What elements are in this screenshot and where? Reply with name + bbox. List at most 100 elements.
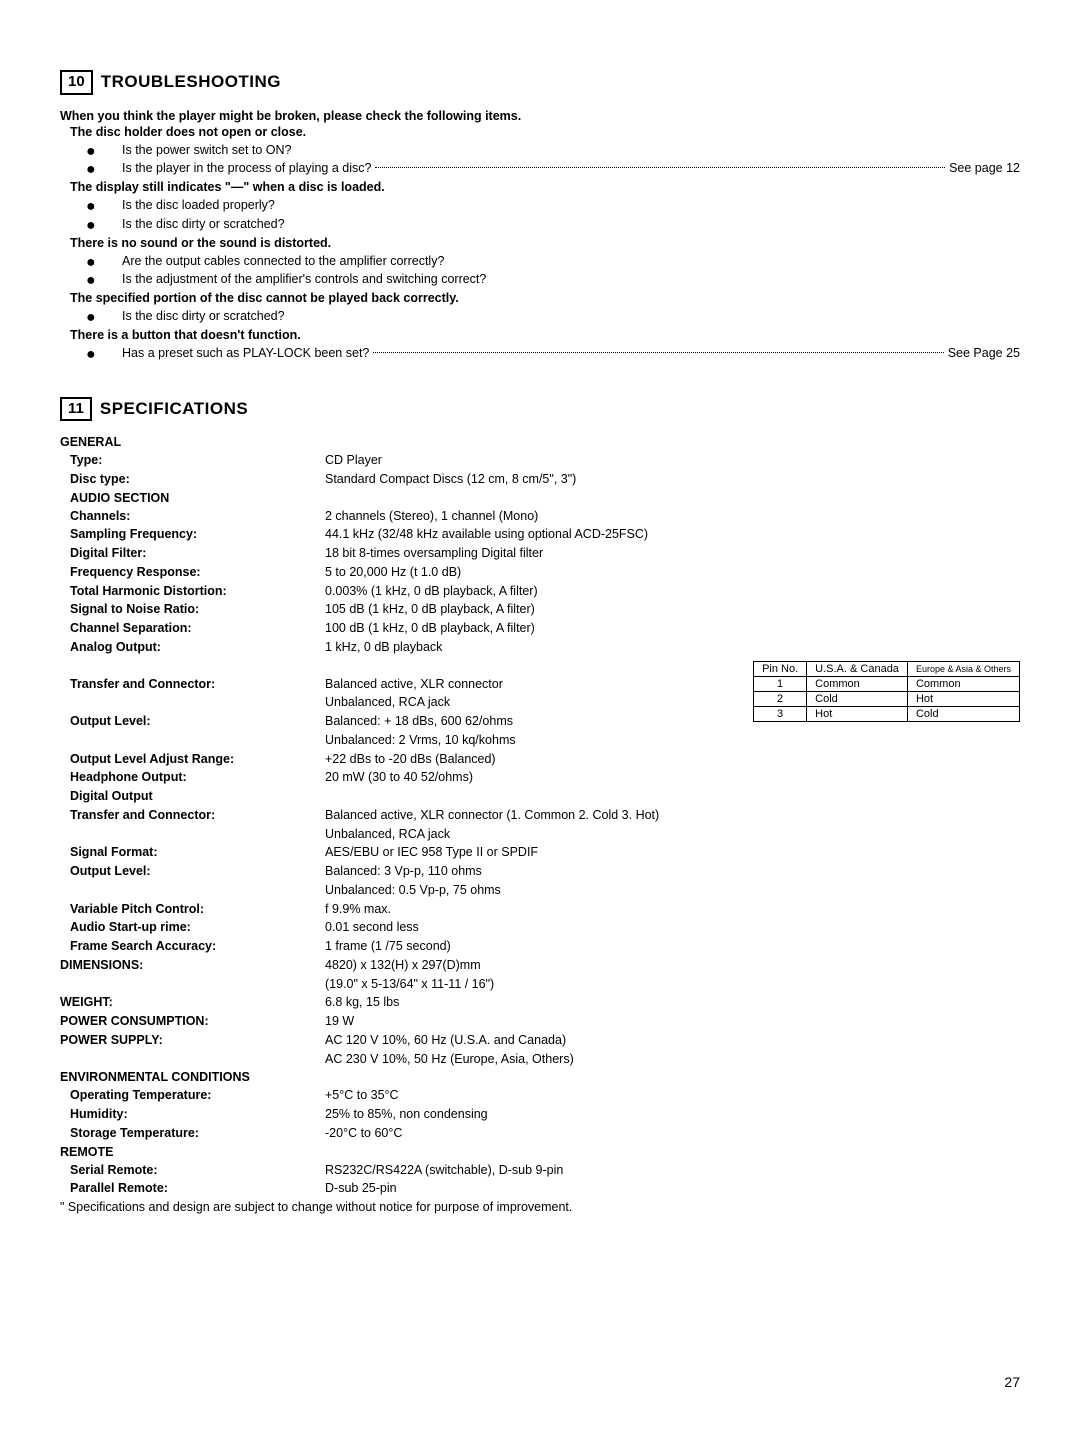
spec-value: f 9.9% max.	[325, 900, 733, 919]
spec-row: Operating Temperature:+5°C to 35°C	[60, 1086, 1020, 1105]
pin-table-row: 1CommonCommon	[754, 676, 1020, 691]
spec-row: Channels:2 channels (Stereo), 1 channel …	[60, 507, 1020, 526]
bullet-dot-icon: ●	[86, 199, 122, 215]
spec-label: Output Level:	[60, 712, 325, 731]
spec-value: 5 to 20,000 Hz (t 1.0 dB)	[325, 563, 1020, 582]
spec-label: Parallel Remote:	[60, 1179, 325, 1198]
general-header: GENERAL	[60, 435, 1020, 449]
spec-value: 18 bit 8-times oversampling Digital filt…	[325, 544, 1020, 563]
env-header: ENVIRONMENTAL CONDITIONS	[60, 1070, 1020, 1084]
spec-row: Humidity:25% to 85%, non condensing	[60, 1105, 1020, 1124]
bullet-dot-icon: ●	[86, 347, 122, 363]
spec-value: 1 frame (1 /75 second)	[325, 937, 733, 956]
spec-value: 1 kHz, 0 dB playback	[325, 638, 1020, 657]
bullet-row: ●Is the adjustment of the amplifier's co…	[60, 270, 1020, 289]
weight-label: WEIGHT:	[60, 993, 325, 1012]
spec-value: Balanced active, XLR connector (1. Commo…	[325, 806, 733, 825]
powersupply-label: POWER SUPPLY:	[60, 1031, 325, 1050]
bullet-row: ●Is the disc loaded properly?	[60, 196, 1020, 215]
bullet-dot-icon: ●	[86, 255, 122, 271]
spec-label: Frame Search Accuracy:	[60, 937, 325, 956]
spec-label: Humidity:	[60, 1105, 325, 1124]
troubleshooting-body: The disc holder does not open or close. ●…	[60, 125, 1020, 363]
spec-label	[60, 825, 325, 844]
spec-label: Digital Output	[60, 787, 325, 806]
bullet-dot-icon: ●	[86, 144, 122, 160]
dimensions-label: DIMENSIONS:	[60, 956, 325, 975]
spec-row: Type:CD Player	[60, 451, 1020, 470]
spec-row: Analog Output:1 kHz, 0 dB playback	[60, 638, 1020, 657]
spec-value: +22 dBs to -20 dBs (Balanced)	[325, 750, 733, 769]
spec-label: Digital Filter:	[60, 544, 325, 563]
spec-row: Output Level Adjust Range:+22 dBs to -20…	[60, 750, 733, 769]
symptom: The display still indicates "—" when a d…	[60, 180, 1020, 194]
pin-table-wrap: Pin No.U.S.A. & CanadaEurope & Asia & Ot…	[753, 657, 1020, 722]
pin-table-cell: 2	[754, 691, 807, 706]
bullet-dot-icon: ●	[86, 218, 122, 234]
pin-table-cell: Common	[907, 676, 1019, 691]
spec-row: Parallel Remote:D-sub 25-pin	[60, 1179, 1020, 1198]
spec-value: 44.1 kHz (32/48 kHz available using opti…	[325, 525, 1020, 544]
spec-value: Unbalanced, RCA jack	[325, 825, 733, 844]
spec-label: Type:	[60, 451, 325, 470]
spec-row: Unbalanced: 0.5 Vp-p, 75 ohms	[60, 881, 733, 900]
spec-row: Signal to Noise Ratio:105 dB (1 kHz, 0 d…	[60, 600, 1020, 619]
section-title: TROUBLESHOOTING	[101, 72, 281, 92]
spec-value: 105 dB (1 kHz, 0 dB playback, A filter)	[325, 600, 1020, 619]
specs-header: 11 SPECIFICATIONS	[60, 397, 1020, 422]
spec-row: Serial Remote:RS232C/RS422A (switchable)…	[60, 1161, 1020, 1180]
spec-label: Frequency Response:	[60, 563, 325, 582]
troubleshooting-intro: When you think the player might be broke…	[60, 109, 1020, 123]
spec-label: Headphone Output:	[60, 768, 325, 787]
spec-row: Disc type:Standard Compact Discs (12 cm,…	[60, 470, 1020, 489]
pin-table: Pin No.U.S.A. & CanadaEurope & Asia & Ot…	[753, 661, 1020, 722]
spec-value: Unbalanced: 0.5 Vp-p, 75 ohms	[325, 881, 733, 900]
bullet-text: Is the disc dirty or scratched?	[122, 215, 1020, 234]
spec-value: 100 dB (1 kHz, 0 dB playback, A filter)	[325, 619, 1020, 638]
spec-value: 20 mW (30 to 40 52/ohms)	[325, 768, 733, 787]
bullet-text: Is the disc loaded properly?	[122, 196, 1020, 215]
spec-row: Unbalanced, RCA jack	[60, 825, 733, 844]
pin-table-header: Pin No.	[754, 661, 807, 676]
weight-value: 6.8 kg, 15 lbs	[325, 993, 1020, 1012]
spec-label: Channels:	[60, 507, 325, 526]
spec-label: Storage Temperature:	[60, 1124, 325, 1143]
powersupply-value2: AC 230 V 10%, 50 Hz (Europe, Asia, Other…	[325, 1050, 1020, 1069]
bullet-dot-icon: ●	[86, 273, 122, 289]
spec-row: Unbalanced: 2 Vrms, 10 kq/kohms	[60, 731, 733, 750]
spec-row: Signal Format:AES/EBU or IEC 958 Type II…	[60, 843, 733, 862]
bullet-row: ●Is the disc dirty or scratched?	[60, 215, 1020, 234]
bullet-dot-icon: ●	[86, 310, 122, 326]
spec-value	[325, 787, 733, 806]
spec-label	[60, 731, 325, 750]
pin-table-cell: Hot	[907, 691, 1019, 706]
spec-label: Disc type:	[60, 470, 325, 489]
spec-label: Transfer and Connector:	[60, 806, 325, 825]
spec-value: +5°C to 35°C	[325, 1086, 1020, 1105]
spec-row: Digital Output	[60, 787, 733, 806]
spec-value: 0.01 second less	[325, 918, 733, 937]
spec-row: Storage Temperature:-20°C to 60°C	[60, 1124, 1020, 1143]
bullet-row: ●Is the disc dirty or scratched?	[60, 307, 1020, 326]
dimensions-value2: (19.0" x 5-13/64" x 11-11 / 16")	[325, 975, 1020, 994]
pin-table-cell: 1	[754, 676, 807, 691]
pin-table-cell: Common	[807, 676, 908, 691]
spec-label: Signal Format:	[60, 843, 325, 862]
spec-label: Operating Temperature:	[60, 1086, 325, 1105]
spec-row: Headphone Output:20 mW (30 to 40 52/ohms…	[60, 768, 733, 787]
spec-label: Audio Start-up rime:	[60, 918, 325, 937]
dimensions-value: 4820) x 132(H) x 297(D)mm	[325, 956, 1020, 975]
spec-label: Channel Separation:	[60, 619, 325, 638]
spec-label: Serial Remote:	[60, 1161, 325, 1180]
page-number: 27	[60, 1374, 1020, 1390]
spec-row: Frequency Response:5 to 20,000 Hz (t 1.0…	[60, 563, 1020, 582]
spec-row: Output Level:Balanced: + 18 dBs, 600 62/…	[60, 712, 733, 731]
specs-body: GENERAL Type:CD PlayerDisc type:Standard…	[60, 435, 1020, 1214]
bullet-text: Has a preset such as PLAY-LOCK been set?…	[122, 344, 1020, 363]
spec-value: D-sub 25-pin	[325, 1179, 1020, 1198]
spec-row: Variable Pitch Control:f 9.9% max.	[60, 900, 733, 919]
spec-row: Audio Start-up rime:0.01 second less	[60, 918, 733, 937]
symptom: The disc holder does not open or close.	[60, 125, 1020, 139]
spec-label: Sampling Frequency:	[60, 525, 325, 544]
remote-header: REMOTE	[60, 1145, 1020, 1159]
